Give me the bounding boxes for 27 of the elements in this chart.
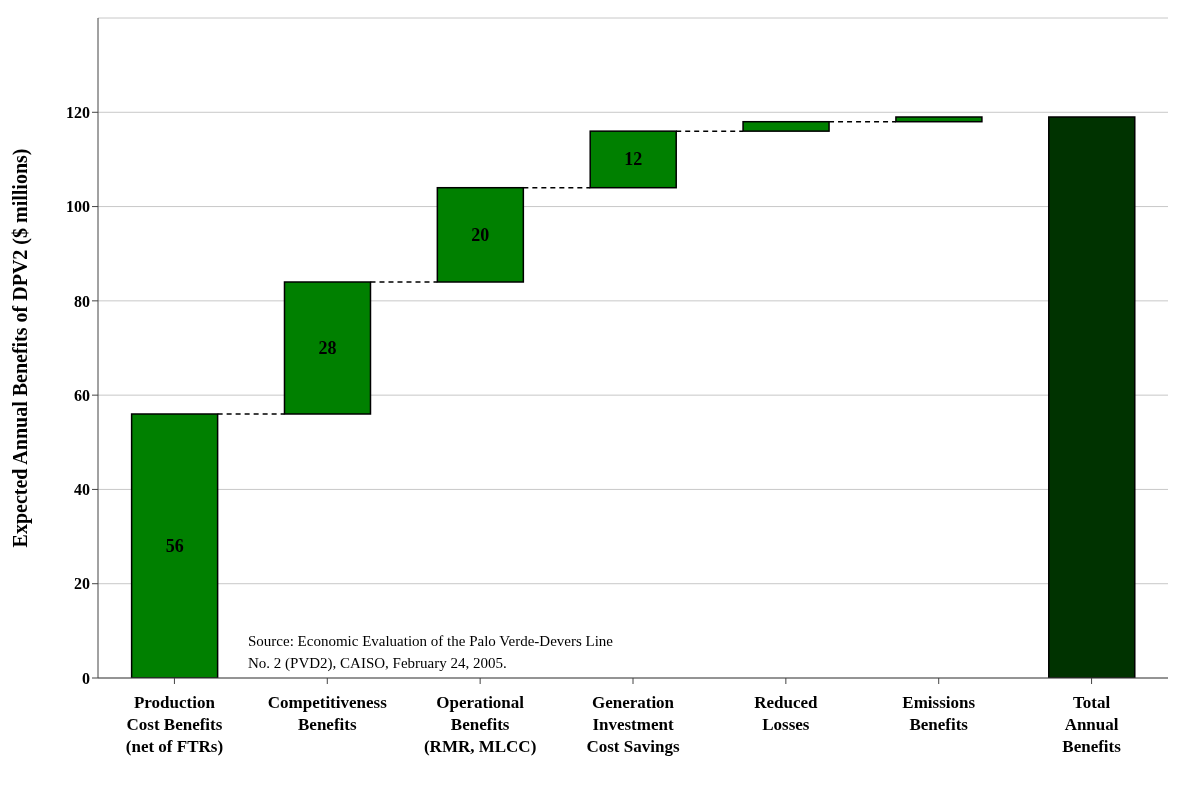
x-tick-label: Production Cost Benefits (net of FTRs) xyxy=(125,693,224,756)
x-tick-label: Operational Benefits (RMR, MLCC) xyxy=(423,693,537,756)
y-tick-label: 80 xyxy=(74,292,90,310)
bar xyxy=(589,130,677,189)
x-tick-label: Total Annual Benefits xyxy=(1062,693,1122,756)
bar xyxy=(130,413,219,678)
data-label: 20 xyxy=(471,224,490,245)
bar xyxy=(283,281,372,415)
bar xyxy=(436,186,525,283)
y-tick-label: 60 xyxy=(74,386,90,404)
x-tick-label: Competitiveness Benefits xyxy=(267,693,388,734)
x-tick-label: Reduced Losses xyxy=(754,693,819,734)
data-label: 28 xyxy=(318,338,337,358)
y-axis-title: Expected Annual Benefits of DPV2 ($ millions) xyxy=(9,148,33,548)
data-label: 12 xyxy=(624,149,643,170)
data-label: 56 xyxy=(165,536,184,556)
y-tick-label: 40 xyxy=(74,481,90,499)
y-tick-label: 20 xyxy=(74,575,90,593)
x-tick-label: Generation Investment Cost Savings xyxy=(586,693,680,756)
annotation: Source: Economic Evaluation of the Palo Verde-Devers Line No. 2 (PVD2), CAISO, February 24, 2005. xyxy=(248,632,614,673)
y-tick-label: 0 xyxy=(82,669,90,687)
y-tick-label: 120 xyxy=(66,103,90,121)
y-tick-label: 100 xyxy=(66,198,90,216)
bar xyxy=(895,116,983,123)
bar xyxy=(1048,116,1136,678)
x-tick-label: Emissions Benefits xyxy=(902,693,976,734)
bar xyxy=(742,120,830,132)
